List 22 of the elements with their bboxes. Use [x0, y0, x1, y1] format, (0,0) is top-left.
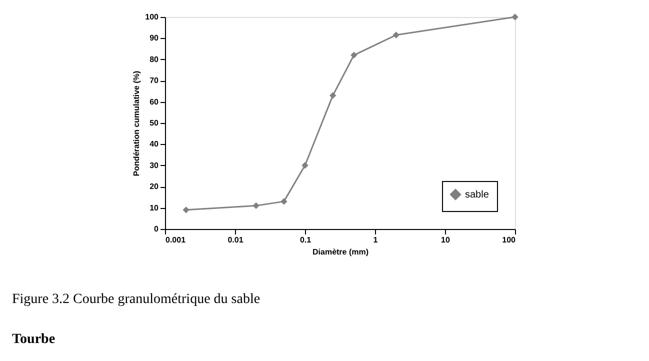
y-tick-label: 60: [150, 97, 160, 106]
y-tick-label: 90: [150, 34, 160, 43]
y-tick-label: 80: [150, 54, 160, 64]
y-tick-label: 0: [154, 224, 160, 234]
x-axis-title: Diamètre (mm): [312, 248, 369, 256]
x-tick-label: 0.001: [166, 236, 186, 244]
caption: Figure 3.2 Courbe granulométrique du sable: [12, 292, 260, 307]
y-tick-label: 70: [150, 76, 160, 86]
y-tick-label: 50: [150, 118, 160, 128]
x-tick-label: 0.01: [228, 236, 244, 244]
x-tick-label: 10: [441, 236, 450, 244]
y-tick-label: 40: [150, 140, 160, 149]
y-tick-label: 20: [150, 182, 160, 192]
text: Tourbe: [12, 332, 56, 347]
x-tick-label: 100: [502, 236, 516, 244]
y-axis-title: Pondération cumulative (%): [132, 70, 142, 176]
y-tick-label: 100: [145, 12, 160, 22]
y-tick-label: 30: [150, 160, 160, 170]
y-tick-label: 10: [150, 203, 160, 212]
legend-label: sable: [465, 190, 490, 200]
x-tick-label: 0.1: [300, 236, 312, 244]
x-tick-label: 1: [373, 236, 378, 244]
